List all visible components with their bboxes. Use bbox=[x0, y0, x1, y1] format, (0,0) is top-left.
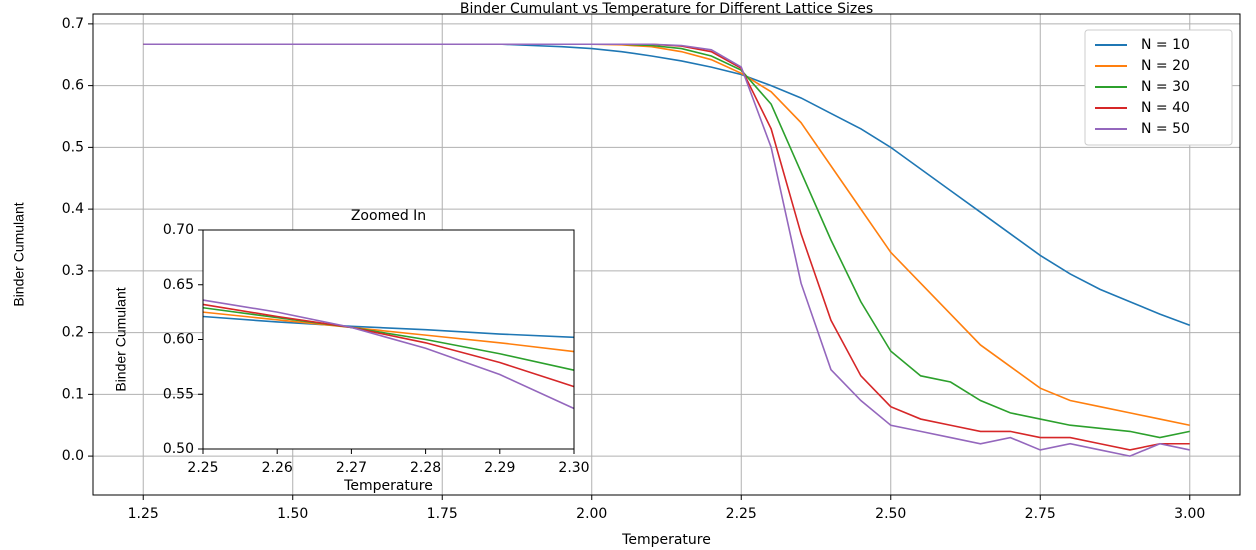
plot-background bbox=[203, 230, 574, 449]
y-tick-label: 0.3 bbox=[62, 263, 84, 279]
y-tick-label: 0.70 bbox=[163, 222, 194, 238]
legend-label: N = 30 bbox=[1141, 79, 1190, 95]
y-tick-label: 0.50 bbox=[163, 441, 194, 457]
x-tick-label: 2.75 bbox=[1025, 506, 1056, 522]
y-tick-label: 0.2 bbox=[62, 325, 84, 341]
series-line bbox=[143, 43, 1190, 457]
x-tick-label: 1.75 bbox=[427, 506, 458, 522]
legend-box bbox=[1084, 29, 1233, 146]
x-tick-label: 2.25 bbox=[726, 506, 757, 522]
x-tick-label: 1.50 bbox=[277, 506, 308, 522]
legend-label: N = 40 bbox=[1141, 100, 1190, 116]
y-tick-label: 0.4 bbox=[62, 201, 84, 217]
x-tick-label: 2.29 bbox=[484, 460, 515, 476]
y-axis-label: Binder Cumulant bbox=[11, 202, 27, 306]
x-tick-label: 2.50 bbox=[875, 506, 906, 522]
axes-frame bbox=[92, 13, 1241, 496]
plot: 2.25 2.26 2.27 2.28 2.29 2.30 0.50 0.55 0.60 0.65… bbox=[113, 208, 590, 494]
x-tick-label: 2.30 bbox=[558, 460, 589, 476]
x-tick-label: 2.28 bbox=[410, 460, 441, 476]
y-tick-label: 0.5 bbox=[62, 139, 84, 155]
series-line bbox=[202, 311, 575, 353]
chart-title: Binder Cumulant vs Temperature for Diffe… bbox=[460, 1, 873, 17]
x-tick-label: 1.25 bbox=[128, 506, 159, 522]
axes-frame bbox=[202, 229, 575, 450]
x-axis-label: Temperature bbox=[343, 478, 433, 494]
y-tick-label: 0.0 bbox=[62, 448, 84, 464]
legend-label: N = 10 bbox=[1141, 37, 1190, 53]
y-tick-label: 0.65 bbox=[163, 277, 194, 293]
legend-label: N = 50 bbox=[1141, 121, 1190, 137]
series-line bbox=[202, 299, 575, 410]
y-tick-label: 0.60 bbox=[163, 332, 194, 348]
y-tick-label: 0.7 bbox=[62, 16, 84, 32]
x-tick-label: 2.25 bbox=[187, 460, 218, 476]
x-tick-label: 3.00 bbox=[1174, 506, 1205, 522]
chart-title: Zoomed In bbox=[351, 208, 426, 224]
y-tick-label: 0.55 bbox=[163, 386, 194, 402]
y-axis-label: Binder Cumulant bbox=[113, 287, 129, 391]
y-tick-label: 0.6 bbox=[62, 78, 84, 94]
plot: 1.25 1.50 1.75 2.00 2.25 2.50 2.75 3.00 0.0 0.1 0.… bbox=[11, 1, 1241, 548]
x-tick-label: 2.27 bbox=[336, 460, 367, 476]
legend-label: N = 20 bbox=[1141, 58, 1190, 74]
series-line bbox=[202, 306, 575, 371]
x-tick-label: 2.00 bbox=[576, 506, 607, 522]
y-tick-label: 0.1 bbox=[62, 386, 84, 402]
x-axis-label: Temperature bbox=[621, 532, 711, 548]
x-tick-label: 2.26 bbox=[262, 460, 293, 476]
series-line bbox=[202, 315, 575, 339]
series-line bbox=[202, 303, 575, 388]
